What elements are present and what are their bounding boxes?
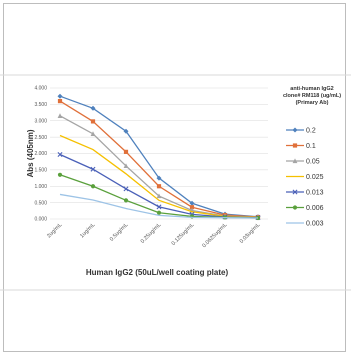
series-line xyxy=(59,193,259,219)
data-point xyxy=(57,113,63,118)
data-point xyxy=(156,184,162,189)
legend-title: (Primary Ab) xyxy=(296,100,329,106)
y-tick-label: 1.500 xyxy=(34,168,47,174)
legend-item: 0.05 xyxy=(286,158,320,165)
data-point xyxy=(90,119,96,124)
x-tick-label: 2ug/mL xyxy=(46,222,63,239)
data-point xyxy=(292,205,298,210)
y-tick-label: 0.000 xyxy=(34,217,47,223)
y-tick-label: 2.000 xyxy=(34,151,47,157)
legend-item: 0.006 xyxy=(286,205,324,212)
legend-title: anti-human IgG2 xyxy=(290,86,333,92)
data-point xyxy=(292,158,298,164)
data-point xyxy=(156,193,162,199)
legend-title: clone# RM118 (ug/mL) xyxy=(283,93,341,99)
series-0.1 xyxy=(57,99,261,220)
x-tick-label: 1ug/mL xyxy=(79,222,96,239)
y-tick-label: 3.500 xyxy=(34,102,47,108)
y-tick-label: 2.500 xyxy=(34,135,47,141)
y-tick-label: 4.000 xyxy=(34,86,47,92)
x-tick-labels: 2ug/mL 1ug/mL 0.5ug/mL 0.25ug/mL 0.125ug/mL 0… xyxy=(46,222,261,249)
data-point xyxy=(57,172,63,177)
data-point xyxy=(156,175,162,181)
data-point xyxy=(189,205,195,210)
data-point xyxy=(57,93,63,99)
data-point xyxy=(123,149,129,154)
data-point xyxy=(292,189,298,195)
legend-label: 0.05 xyxy=(306,158,320,165)
legend-item: 0.025 xyxy=(286,174,324,181)
legend-label: 0.025 xyxy=(306,174,324,181)
x-tick-label: 0.25ug/mL xyxy=(140,222,163,245)
legend-item: 0.2 xyxy=(286,127,316,134)
y-axis-title: Abs (405nm) xyxy=(26,129,35,177)
legend-label: 0.003 xyxy=(306,220,324,227)
x-axis-title: Human IgG2 (50uL/well coating plate) xyxy=(86,268,229,277)
data-point xyxy=(189,200,195,206)
data-point xyxy=(292,143,298,148)
y-tick-label: 1.000 xyxy=(34,184,47,190)
gridlines xyxy=(50,87,268,220)
data-point xyxy=(90,131,96,136)
data-point xyxy=(90,166,96,172)
data-point xyxy=(90,105,96,111)
data-point xyxy=(123,198,129,203)
legend-item: 0.003 xyxy=(286,220,324,227)
x-tick-label: 0.0625ug/mL xyxy=(201,222,228,249)
series-line xyxy=(59,95,259,218)
data-point xyxy=(57,99,63,104)
legend-label: 0.1 xyxy=(306,143,316,150)
series-lines xyxy=(57,93,261,221)
series-line xyxy=(59,115,259,219)
x-tick-label: 0.5ug/mL xyxy=(109,222,129,242)
y-tick-labels: 0.000 0.500 1.000 1.500 2.000 2.500 3.000 3.500… xyxy=(34,86,47,223)
x-tick-label: 0.03ug/mL xyxy=(239,222,262,245)
legend-label: 0.013 xyxy=(306,189,324,196)
data-point xyxy=(123,186,129,192)
data-point xyxy=(156,210,162,215)
legend-item: 0.1 xyxy=(286,143,316,150)
legend-item: 0.013 xyxy=(286,189,324,196)
data-point xyxy=(90,184,96,189)
data-point xyxy=(57,151,63,157)
data-point xyxy=(123,163,129,169)
y-tick-label: 3.000 xyxy=(34,118,47,124)
y-tick-label: 0.500 xyxy=(34,200,47,206)
legend-label: 0.2 xyxy=(306,127,316,134)
x-tick-label: 0.125ug/mL xyxy=(171,222,196,247)
series-0.003 xyxy=(59,193,259,219)
chart-frame xyxy=(3,3,346,352)
legend-label: 0.006 xyxy=(306,205,324,212)
data-point xyxy=(156,204,162,210)
data-point xyxy=(292,127,298,133)
data-point xyxy=(123,128,129,134)
